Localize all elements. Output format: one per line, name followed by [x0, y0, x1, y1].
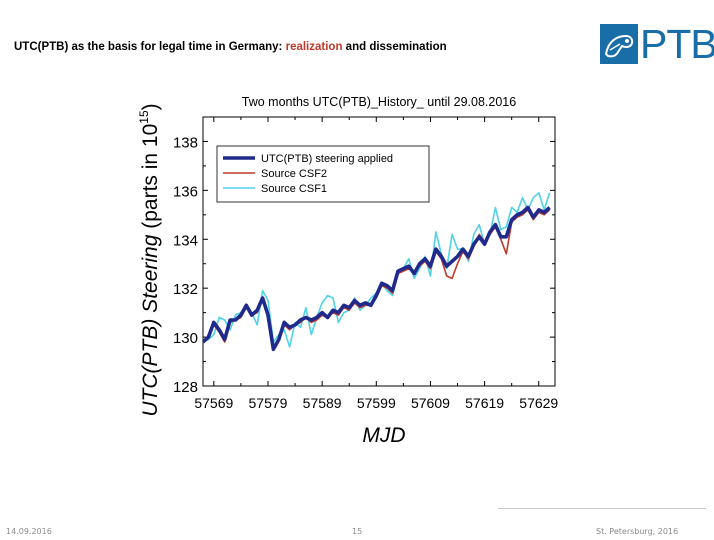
y-tick-label: 132: [173, 281, 198, 298]
y-tick-label: 138: [173, 134, 198, 151]
series-line-utc-ptb-steering-applied: [203, 205, 551, 352]
series-group: [203, 192, 551, 352]
y-tick-label: 128: [173, 379, 198, 396]
x-tick-label: 57579: [249, 395, 288, 411]
legend-box: [216, 145, 430, 203]
x-axis-label: MJD: [362, 424, 405, 447]
slide-title-highlight: realization: [285, 41, 343, 53]
legend-label: Source CSF2: [261, 168, 327, 180]
ptb-logo-text: PTB: [640, 21, 714, 67]
x-tick-label: 57609: [411, 395, 450, 411]
x-tick-label: 57619: [465, 395, 504, 411]
chart-title: Two months UTC(PTB)_History_ until 29.08…: [242, 95, 516, 109]
legend-label: Source CSF1: [261, 183, 327, 195]
ptb-logo: PTB: [600, 22, 714, 70]
y-tick-label: 130: [173, 330, 198, 347]
legend-label: UTC(PTB) steering applied: [261, 153, 393, 165]
y-axis-label: UTC(PTB) Steering (parts in 1015): [137, 103, 162, 416]
x-tick-label: 57589: [303, 395, 342, 411]
y-tick-label: 134: [173, 232, 198, 249]
ptb-logo-emblem-icon: [600, 24, 638, 64]
y-tick-label: 136: [173, 183, 198, 200]
footer-date: 14.09.2016: [6, 527, 52, 536]
x-tick-label: 57629: [519, 395, 558, 411]
slide-title-text: UTC(PTB) as the basis for legal time in …: [14, 41, 286, 53]
footer-location: St. Petersburg, 2016: [596, 527, 679, 536]
slide-title-text-end: and dissemination: [342, 41, 447, 53]
slide-title: UTC(PTB) as the basis for legal time in …: [14, 41, 447, 53]
x-tick-label: 57599: [357, 395, 396, 411]
x-tick-label: 57569: [194, 395, 233, 411]
footer-divider: [498, 508, 706, 509]
footer-page-number: 15: [352, 527, 363, 536]
